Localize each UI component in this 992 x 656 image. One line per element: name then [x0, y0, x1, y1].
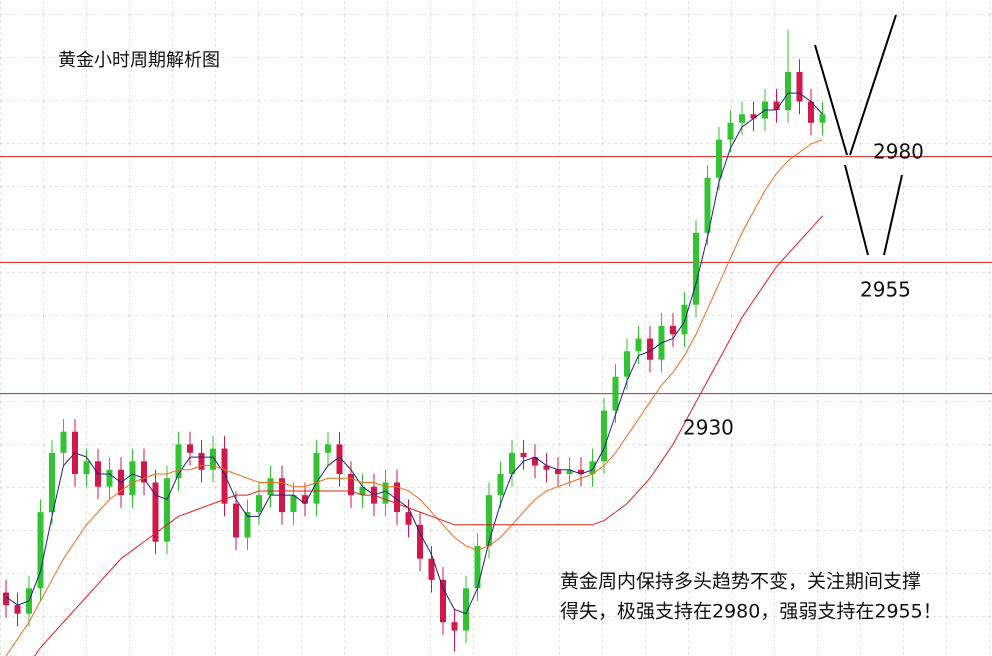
candle-body — [49, 452, 55, 513]
candle-body — [141, 461, 147, 483]
annotation: 2980 — [873, 140, 924, 164]
candle-body — [313, 452, 320, 504]
candle-body — [348, 474, 354, 496]
candle-body — [704, 177, 711, 233]
candle-body — [693, 232, 699, 305]
projection-line — [883, 174, 903, 256]
candle-body — [670, 325, 676, 335]
note: 得失，极强支持在2980，强弱支持在2955！ — [560, 601, 942, 623]
annotation: 2930 — [683, 416, 734, 440]
candle-body — [106, 469, 113, 487]
candle-body — [463, 588, 469, 631]
candle-body — [152, 482, 159, 542]
projection-line — [844, 164, 869, 256]
plot — [0, 29, 992, 656]
moving-average — [5, 139, 823, 656]
candle-body — [739, 114, 745, 123]
candle-body — [601, 410, 607, 462]
candle-body — [382, 482, 389, 504]
candle-body — [819, 114, 826, 123]
candle-body — [290, 495, 297, 513]
candle-body — [566, 469, 573, 475]
candle-body — [497, 474, 504, 496]
candle-body — [474, 545, 481, 589]
candle-body — [336, 444, 343, 475]
candle-body — [129, 461, 136, 496]
candle-body — [83, 461, 90, 475]
candle-body — [589, 461, 596, 475]
candle-body — [164, 478, 170, 542]
candle-body — [405, 512, 412, 525]
projection-line — [814, 44, 848, 156]
candle-body — [532, 457, 538, 466]
projection-line — [849, 14, 897, 156]
candle-body — [428, 558, 435, 580]
candle-body — [578, 469, 584, 475]
moving-average — [5, 92, 823, 615]
candle-body — [302, 495, 308, 504]
candle-body — [417, 524, 423, 559]
candle-body — [233, 503, 239, 538]
candle-body — [3, 592, 9, 606]
candle-body — [543, 465, 550, 470]
candle-body — [509, 452, 515, 475]
candle-body — [796, 71, 803, 102]
candle-body — [256, 495, 262, 513]
candle-body — [635, 338, 642, 352]
candle-body — [440, 579, 446, 623]
candle-body — [198, 452, 205, 470]
candle-body — [750, 114, 757, 119]
candle-body — [451, 622, 458, 631]
candle-body — [808, 101, 814, 123]
candle-body — [624, 351, 630, 377]
candle-body — [612, 376, 619, 411]
candle-body — [647, 338, 653, 360]
projection — [814, 14, 903, 256]
candle-body — [60, 431, 67, 453]
candle-body — [175, 444, 182, 479]
candle-body — [244, 512, 251, 538]
candle-body — [773, 101, 780, 111]
candle-body — [727, 122, 734, 140]
candle-body — [221, 448, 228, 504]
candle-body — [681, 304, 688, 335]
candle-body — [394, 482, 400, 513]
candle-body — [210, 448, 216, 470]
candle-body — [14, 605, 21, 614]
candle-body — [486, 495, 492, 546]
candle-body — [555, 469, 561, 475]
moving-average — [34, 215, 823, 656]
candle-body — [325, 444, 331, 453]
candle-body — [359, 486, 366, 496]
candle-body — [785, 71, 791, 111]
candle-body — [520, 452, 527, 458]
chart-title: 黄金小时周期解析图 — [58, 50, 220, 71]
note: 黄金周内保持多头趋势不变，关注期间支撑 — [560, 571, 921, 593]
candle-body — [267, 478, 274, 496]
annotation: 2955 — [860, 278, 911, 302]
candle-body — [37, 512, 44, 589]
candle-body — [187, 444, 193, 453]
candle-body — [716, 139, 722, 178]
